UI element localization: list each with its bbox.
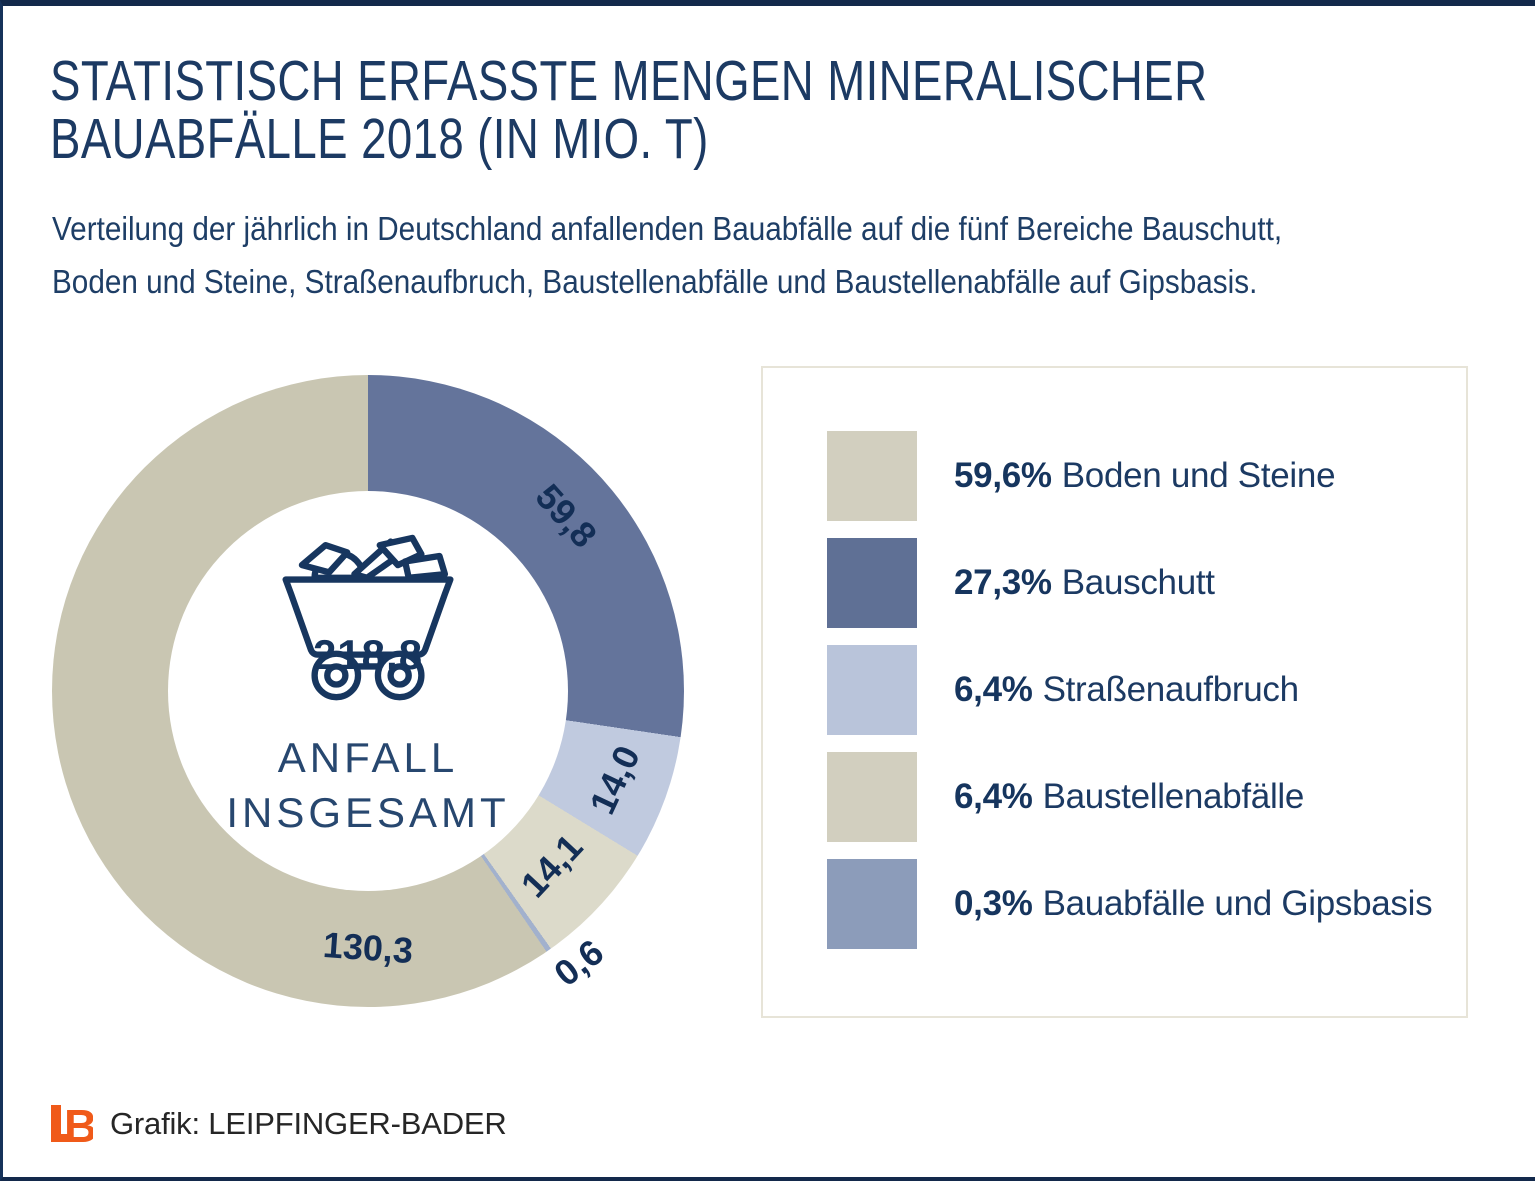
legend-label: Straßenaufbruch [1042, 670, 1300, 709]
legend-pct: 0,3% [954, 884, 1033, 923]
legend-swatch-bauschutt [827, 538, 917, 628]
legend-label: Baustellenabfälle [1042, 777, 1305, 816]
legend-pct: 6,4% [954, 777, 1033, 816]
chart-legend: 59,6% Boden und Steine 27,3% Bauschutt 6,4… [761, 366, 1468, 1018]
page-subtitle-line1: Verteilung der jährlich in Deutschland a… [52, 210, 1283, 247]
legend-pct: 27,3% [954, 563, 1052, 602]
waste-cart-icon [282, 534, 454, 701]
slice-value-boden-und-steine: 130,3 [321, 923, 415, 972]
legend-item-bauschutt: 27,3% Bauschutt [827, 538, 1432, 628]
page-title-line2: BAUABFÄLLE 2018 (IN MIO. T) [50, 107, 709, 171]
legend-item-strassenaufbruch: 6,4% Straßenaufbruch [827, 645, 1432, 735]
legend-rows: 59,6% Boden und Steine 27,3% Bauschutt 6,4… [827, 431, 1433, 949]
donut-caption-line1: ANFALL [277, 734, 459, 781]
leipfinger-bader-logo-icon: B [51, 1102, 93, 1146]
legend-swatch-baustellenabfaelle [827, 752, 917, 842]
legend-item-baustellenabfaelle: 6,4% Baustellenabfälle [827, 752, 1432, 842]
donut-caption-line2: INSGESAMT [226, 789, 510, 836]
donut-chart: 59,8 14,0 14,1 0,6 130,3 [52, 375, 684, 1007]
legend-swatch-gipsbasis [827, 859, 917, 949]
footer: B Grafik: LEIPFINGER-BADER [49, 1102, 507, 1146]
legend-label: Boden und Steine [1061, 456, 1336, 495]
legend-item-gipsbasis: 0,3% Bauabfälle und Gipsbasis [827, 859, 1433, 949]
page-title-line1: STATISTISCH ERFASSTE MENGEN MINERALISCHE… [50, 49, 1208, 113]
legend-pct: 6,4% [954, 670, 1033, 709]
legend-swatch-strassenaufbruch [827, 645, 917, 735]
legend-pct: 59,6% [954, 456, 1052, 495]
svg-text:B: B [64, 1102, 93, 1146]
legend-swatch-boden-und-steine [827, 431, 917, 521]
donut-center-caption: ANFALL INSGESAMT [52, 730, 684, 840]
legend-item-boden-und-steine: 59,6% Boden und Steine [827, 431, 1432, 521]
donut-total-value: 218,8 [312, 631, 424, 678]
credit-text: Grafik: LEIPFINGER-BADER [110, 1106, 507, 1141]
legend-label: Bauschutt [1061, 563, 1215, 602]
legend-label: Bauabfälle und Gipsbasis [1042, 884, 1433, 923]
page-subtitle: Verteilung der jährlich in Deutschland a… [52, 202, 1282, 308]
page-title: STATISTISCH ERFASSTE MENGEN MINERALISCHE… [50, 52, 1207, 168]
page-subtitle-line2: Boden und Steine, Straßenaufbruch, Baust… [52, 263, 1258, 300]
